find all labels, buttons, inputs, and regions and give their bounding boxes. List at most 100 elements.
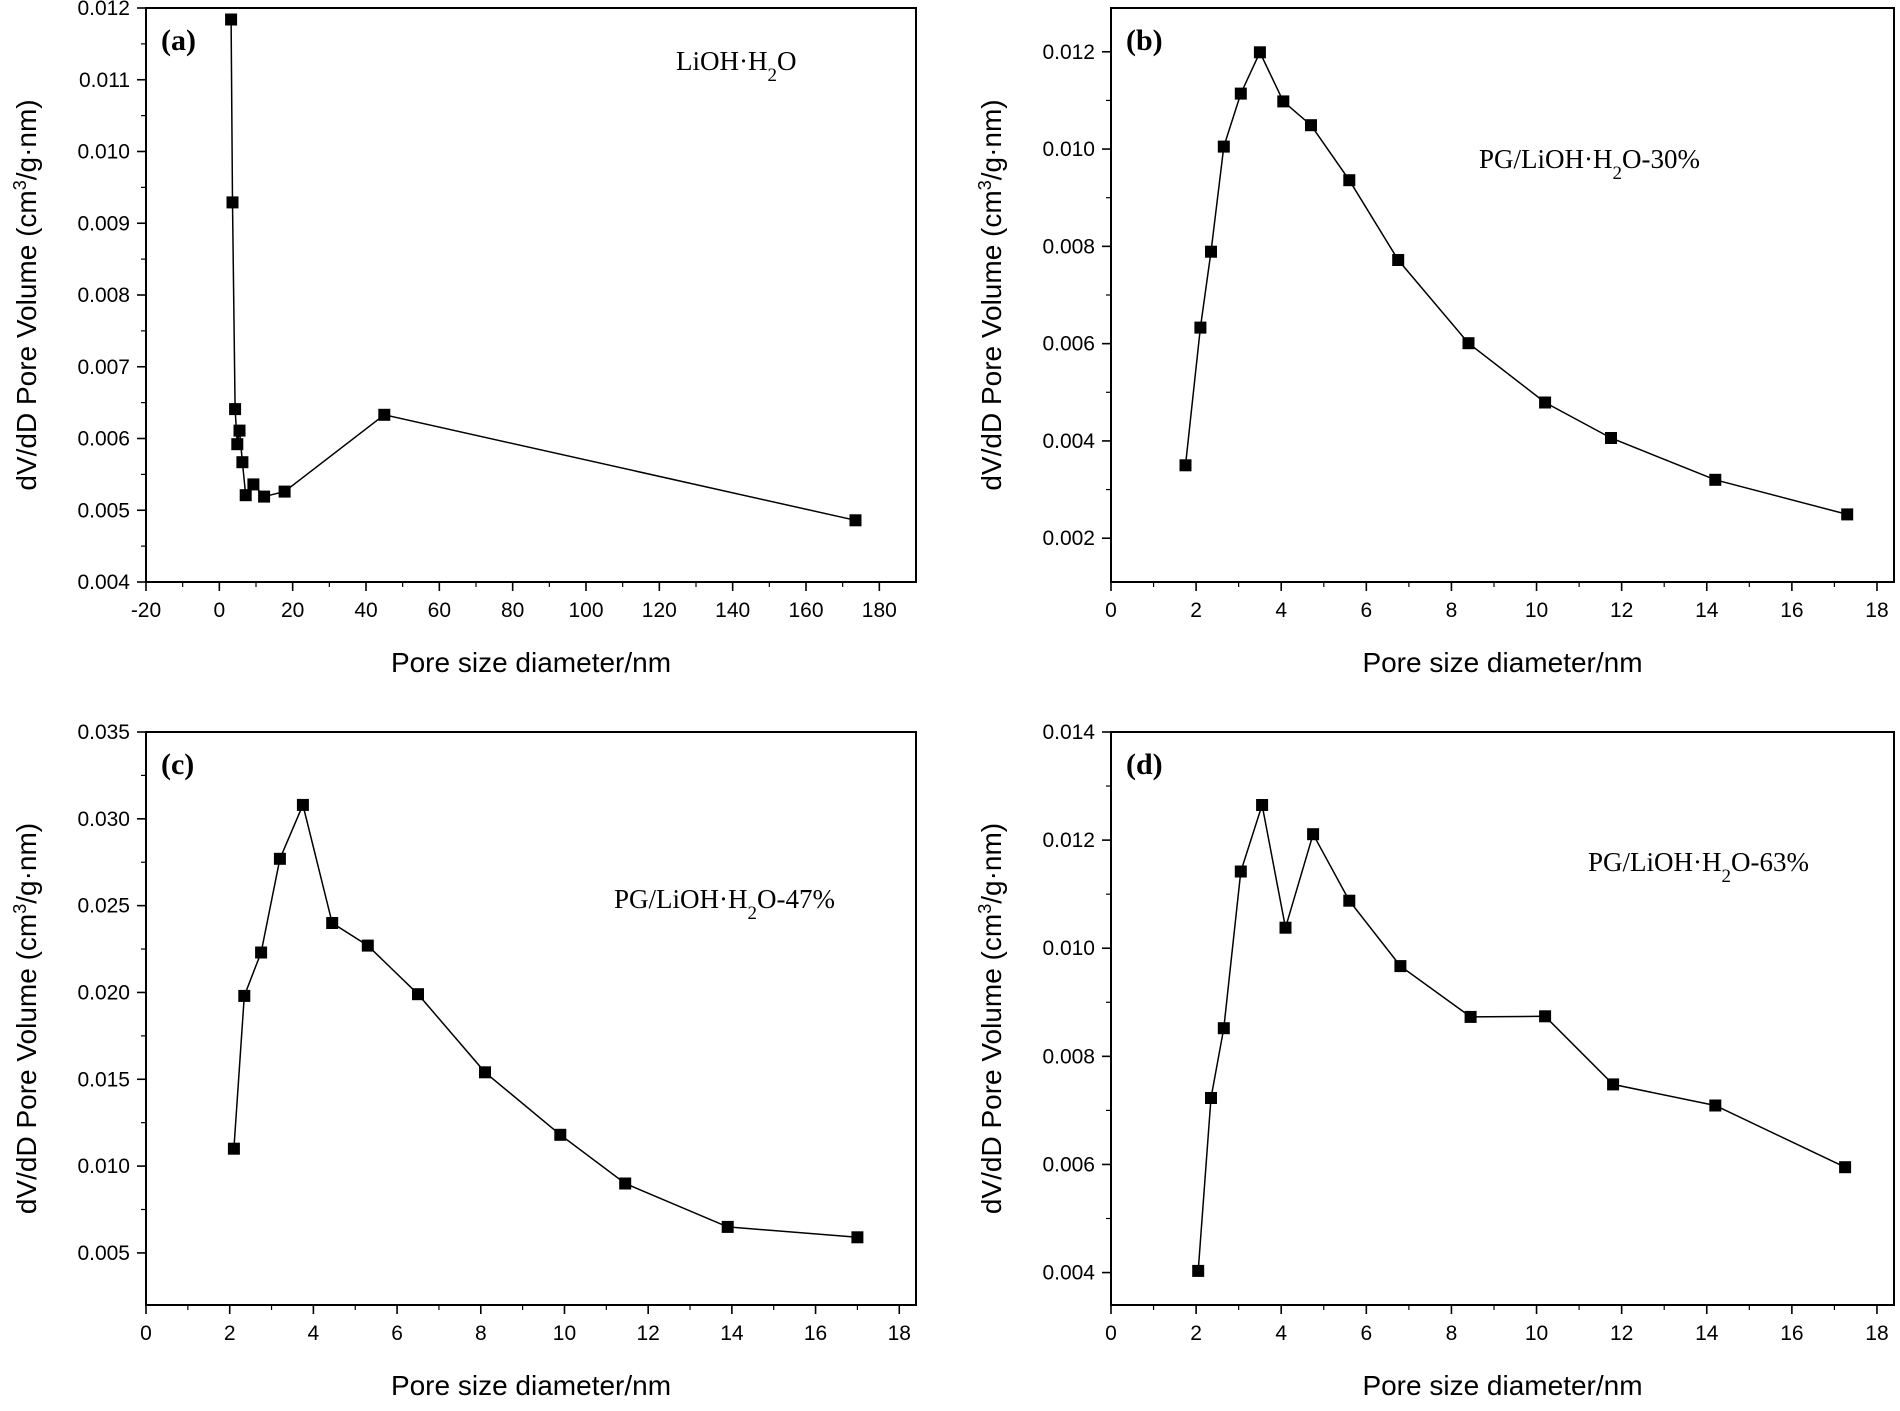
panel-a-y-tick-label: 0.012 [77,0,130,20]
panel-b-x-tick-label: 8 [1446,599,1458,622]
panel-a-data-point [258,490,271,503]
panel-b-y-tick-label: 0.012 [1042,41,1095,64]
panel-a-data-point [849,514,862,527]
panel-b-y-tick-label: 0.002 [1042,527,1095,550]
panel-d-x-tick-label: 4 [1275,1322,1287,1345]
panel-a-x-tick-label: 140 [715,599,750,622]
panel-b-x-tick-label: 6 [1360,599,1372,622]
panel-d-data-point [1839,1161,1852,1174]
panel-a-data-point [378,408,391,421]
panel-b-data-point [1194,321,1207,334]
panel-a-x-tick-label: 0 [213,599,225,622]
panel-a-x-tick-label: 100 [568,599,603,622]
panel-d-data-point [1607,1078,1620,1091]
panel-c-data-point [479,1066,491,1079]
panel-d-annotation: PG/LiOH·H2O-63% [1588,847,1809,887]
panel-c-x-tick-label: 18 [888,1322,911,1345]
panel-a-x-tick-label: 180 [862,599,897,622]
panel-d-x-tick-label: 16 [1780,1322,1803,1345]
panel-b-data-point [1234,87,1247,100]
panel-c-x-tick-label: 8 [475,1322,487,1345]
panel-c-data-point [255,946,268,959]
panel-c-label: (c) [161,748,194,781]
panel-d-data-point [1394,960,1407,973]
panel-d-data-point [1307,828,1320,841]
panel-a-x-tick-label: 120 [642,599,677,622]
panel-c-data-point [412,988,424,1001]
panel-d-data-point [1192,1264,1205,1277]
panel-c-data-point [296,798,309,811]
panel-b-y-tick-label: 0.006 [1042,333,1095,356]
panel-b-chart: 0 2 4 6 8 10 12 14 16 18 0.002 0.004 0.006 0.008 0.010… [975,7,1895,678]
panel-d-data-point [1279,921,1292,934]
panel-c-y-tick-label: 0.010 [77,1155,130,1178]
panel-b-y-tick-label: 0.008 [1042,235,1095,258]
panel-d-x-tick-label: 0 [1105,1322,1117,1345]
panel-c-x-tick-label: 6 [391,1322,403,1345]
panel-c-annotation: PG/LiOH·H2O-47% [614,884,835,924]
panel-c-series-line [233,802,858,1239]
panel-b-data-point [1253,46,1266,59]
panel-a-data-point [231,438,244,451]
panel-d-y-tick-label: 0.008 [1042,1045,1095,1068]
panel-c-data-point [554,1128,567,1141]
panel-d-y-axis-title: dV/dD Pore Volume (cm3/g·nm) [975,823,1007,1214]
panel-b-data-point [1217,140,1230,153]
panel-a-y-tick-label: 0.004 [77,571,130,594]
panel-c-data-point [238,989,251,1002]
panel-d-x-tick-label: 8 [1446,1322,1458,1345]
panel-c-data-point [619,1177,632,1190]
panel-b-x-tick-label: 0 [1105,599,1117,622]
panel-c-y-tick-label: 0.025 [77,895,130,918]
panel-c-x-tick-label: 2 [224,1322,236,1345]
panel-d-y-tick-label: 0.004 [1042,1262,1095,1285]
panel-d-y-tick-label: 0.014 [1042,721,1095,744]
panel-a-data-point [225,13,238,26]
panel-b-data-point [1841,508,1854,521]
panel-b-data-point [1539,396,1552,409]
panel-c-x-tick-label: 12 [636,1322,659,1345]
panel-c-x-tick-label: 16 [804,1322,827,1345]
panel-a-data-point [236,456,249,469]
panel-b-data-point [1305,119,1317,132]
panel-a-x-tick-label: 40 [354,599,377,622]
panel-c-data-point [851,1231,864,1244]
panel-a-chart: -20 0 20 40 60 80 100 120 140 160 180 0.004 0.005 0.0… [10,0,917,678]
panel-c-y-tick-label: 0.005 [77,1242,130,1265]
panel-a-y-tick-label: 0.009 [77,212,130,235]
panel-d-data-point [1205,1092,1217,1104]
panel-b-data-point [1343,174,1356,187]
panel-b-data-point [1277,95,1290,108]
panel-a-y-tick-label: 0.006 [77,428,130,451]
panel-b-y-tick-label: 0.010 [1042,138,1095,161]
panel-b-data-point [1392,254,1405,266]
panel-c-x-tick-label: 4 [308,1322,320,1345]
panel-c-x-axis-title: Pore size diameter/nm [391,1370,671,1401]
panel-c-chart: 0 2 4 6 8 10 12 14 16 18 0.005 0.010 0.015 0.020 0.025… [10,721,917,1401]
panel-d-data-point [1709,1099,1722,1112]
panel-a-x-tick-label: 160 [788,599,823,622]
panel-c-data-point [326,917,339,929]
panel-c-data-point [361,939,374,952]
panel-c-y-tick-label: 0.020 [77,981,130,1004]
panel-b-x-tick-label: 2 [1190,599,1202,622]
panel-b-data-point [1605,432,1617,444]
panel-b-x-tick-label: 16 [1780,599,1803,622]
panel-c-x-tick-label: 0 [140,1322,152,1345]
panel-d-series-line [1197,804,1846,1271]
panel-d-y-tick-label: 0.012 [1042,829,1095,852]
panel-a-label: (a) [161,24,196,57]
panel-c-x-tick-label: 14 [720,1322,744,1345]
panel-a-annotation: LiOH·H2O [676,46,796,86]
panel-b-x-tick-label: 12 [1610,599,1633,622]
panel-a-y-tick-label: 0.007 [77,356,130,379]
panel-a-data-point [229,403,242,416]
panel-b-x-tick-label: 14 [1695,599,1719,622]
panel-b-data-point [1205,245,1217,258]
panel-d-label: (d) [1126,748,1163,781]
panel-a-y-axis-title: dV/dD Pore Volume (cm3/g·nm) [10,99,42,490]
panel-b-data-point [1709,473,1722,486]
panel-d-y-tick-label: 0.010 [1042,937,1095,960]
panel-b-data-point [1179,459,1192,472]
panel-b-y-tick-label: 0.004 [1042,430,1095,453]
